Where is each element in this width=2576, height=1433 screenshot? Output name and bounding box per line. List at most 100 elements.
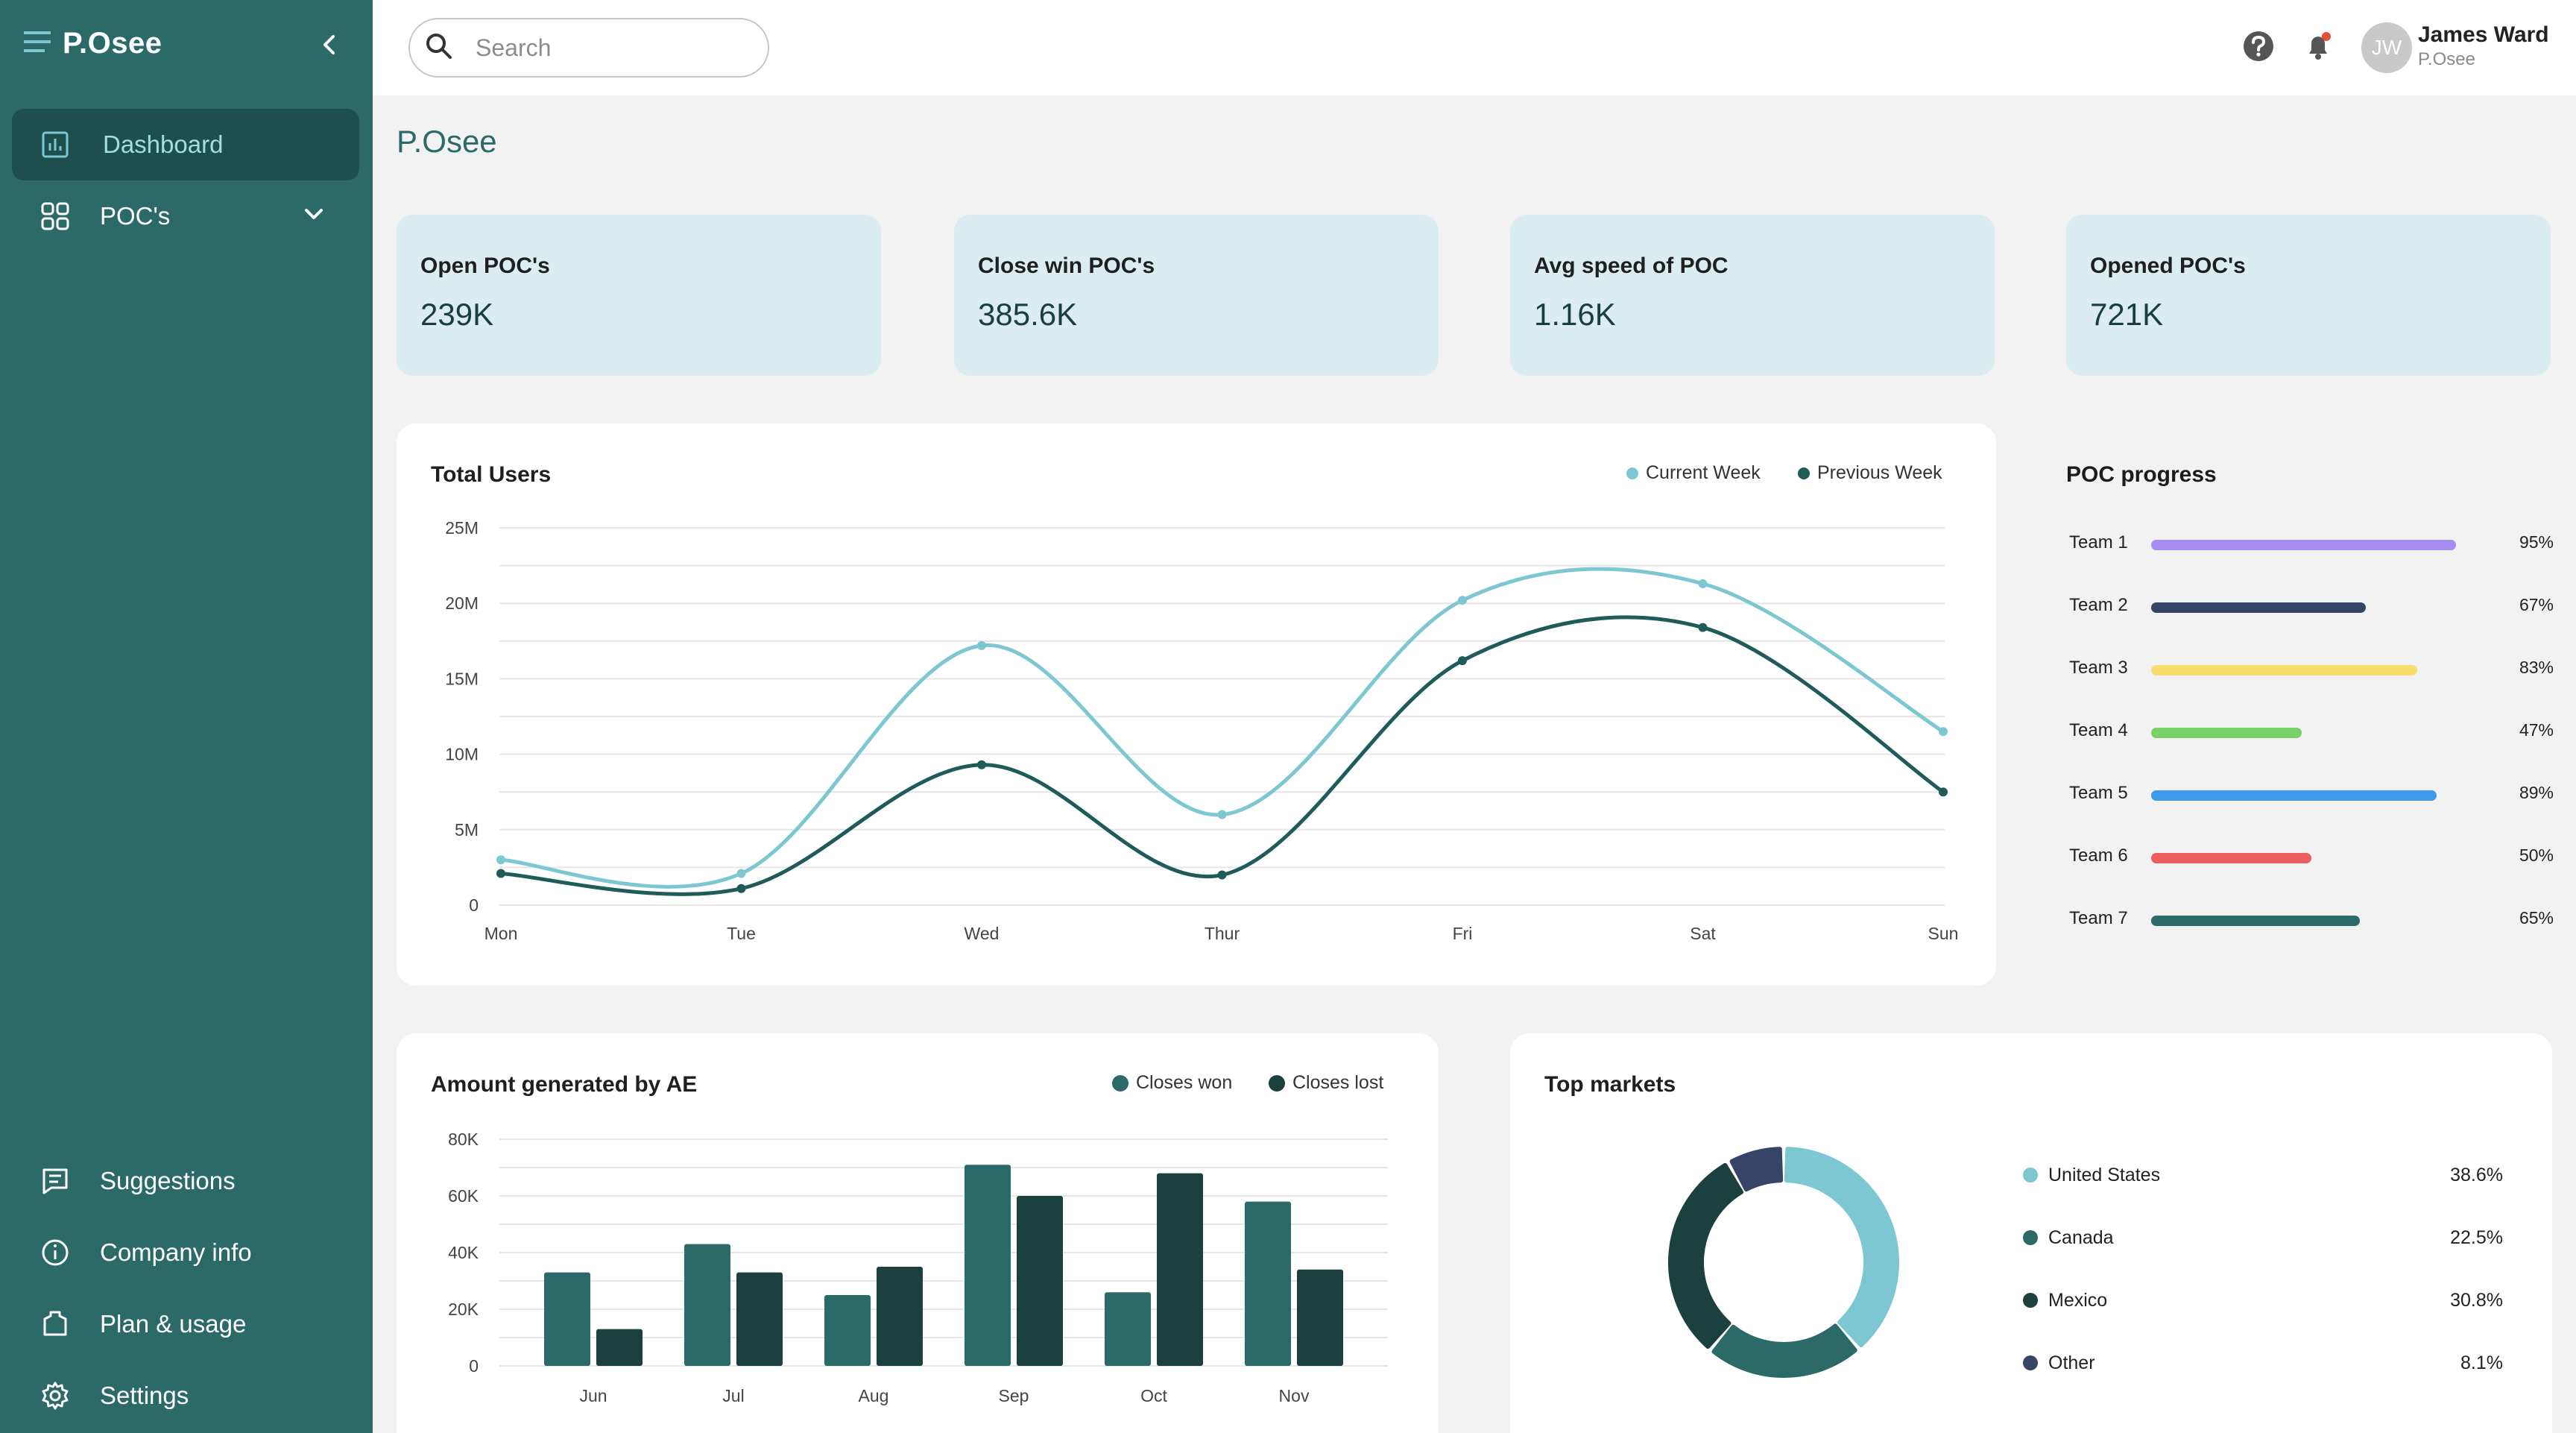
bar-closes-lost[interactable] <box>877 1267 923 1366</box>
page-title: P.Osee <box>397 124 497 159</box>
legend-dot <box>2023 1230 2038 1245</box>
data-point[interactable] <box>977 760 986 769</box>
nav-label: Settings <box>100 1382 189 1409</box>
nav-item-dashboard[interactable]: Dashboard <box>12 109 359 180</box>
legend-dot <box>1626 467 1638 479</box>
progress-track <box>2151 665 2472 675</box>
bar-closes-lost[interactable] <box>1017 1196 1063 1366</box>
x-tick-label: Sep <box>999 1386 1029 1405</box>
bar-closes-won[interactable] <box>1245 1201 1291 1366</box>
data-point[interactable] <box>736 869 746 878</box>
kpi-card-open-pocs: Open POC's 239K <box>397 215 881 376</box>
team-progress-row: Team 6 50% <box>2069 843 2554 872</box>
nav-item-settings[interactable]: Settings <box>12 1360 359 1432</box>
legend-current-week: Current Week <box>1626 462 1761 484</box>
collapse-sidebar-button[interactable] <box>313 30 346 63</box>
bar-closes-won[interactable] <box>965 1165 1011 1366</box>
bar-closes-won[interactable] <box>1105 1292 1151 1366</box>
x-tick-label: Jul <box>722 1386 744 1405</box>
series-line-previous-week <box>500 615 1945 896</box>
bar-closes-won[interactable] <box>544 1272 590 1366</box>
data-point[interactable] <box>1458 656 1467 666</box>
sidebar: P.Osee Dashboard POC's Suggestions Compa… <box>0 0 373 1433</box>
progress-bar <box>2151 853 2311 863</box>
market-legend-row: United States 38.6% <box>2023 1160 2503 1190</box>
menu-icon <box>22 27 52 60</box>
kpi-label: Open POC's <box>420 253 550 278</box>
bar-closes-lost[interactable] <box>1297 1269 1343 1366</box>
brand-name: P.Osee <box>63 27 162 60</box>
data-point[interactable] <box>1217 810 1227 819</box>
gear-icon <box>40 1381 70 1411</box>
progress-track <box>2151 728 2472 738</box>
data-point[interactable] <box>1939 727 1948 737</box>
y-tick-label: 0 <box>469 1356 479 1376</box>
y-tick-label: 5M <box>455 820 479 840</box>
data-point[interactable] <box>1939 787 1948 797</box>
data-point[interactable] <box>496 855 505 865</box>
donut-slice[interactable] <box>1711 1323 1857 1378</box>
total-users-chart: 0 5M 10M 15M 20M 25M Mon Tue Wed Thur Fri Sat Sun <box>445 518 1958 943</box>
nav-item-plan-usage[interactable]: Plan & usage <box>12 1288 359 1360</box>
y-tick-label: 60K <box>448 1186 479 1206</box>
market-name: Other <box>2048 1352 2095 1373</box>
donut-slice[interactable] <box>1784 1147 1899 1348</box>
bar-closes-lost[interactable] <box>1157 1173 1203 1366</box>
nav-item-suggestions[interactable]: Suggestions <box>12 1145 359 1217</box>
market-legend-row: Canada 22.5% <box>2023 1223 2503 1253</box>
x-tick-label: Fri <box>1453 924 1473 943</box>
nav-item-company-info[interactable]: Company info <box>12 1217 359 1288</box>
progress-track <box>2151 853 2472 863</box>
search-icon <box>425 32 453 64</box>
x-tick-label: Thur <box>1205 924 1240 943</box>
legend-label: Closes lost <box>1292 1072 1384 1093</box>
kpi-label: Close win POC's <box>978 253 1155 278</box>
notifications-button[interactable] <box>2300 30 2336 66</box>
market-name: Canada <box>2048 1227 2114 1248</box>
legend-dot <box>1112 1074 1128 1092</box>
team-label: Team 4 <box>2069 720 2128 740</box>
legend-label: Closes won <box>1136 1072 1233 1093</box>
x-tick-label: Tue <box>727 924 756 943</box>
market-legend-row: Other 8.1% <box>2023 1348 2503 1378</box>
help-button[interactable] <box>2241 30 2276 66</box>
kpi-card-opened-pocs: Opened POC's 721K <box>2066 215 2551 376</box>
bar-closes-won[interactable] <box>824 1295 871 1366</box>
top-markets-chart <box>1668 1147 1899 1378</box>
search-box[interactable] <box>408 18 769 78</box>
data-point[interactable] <box>1217 870 1227 880</box>
chevron-down-icon[interactable] <box>303 203 325 231</box>
x-tick-label: Wed <box>965 924 1000 943</box>
x-tick-label: Aug <box>859 1386 889 1405</box>
progress-bar <box>2151 728 2302 738</box>
data-point[interactable] <box>736 884 746 893</box>
team-progress-row: Team 4 47% <box>2069 717 2554 747</box>
progress-track <box>2151 602 2472 613</box>
legend-dot <box>2023 1168 2038 1182</box>
search-input[interactable] <box>476 34 744 62</box>
x-tick-label: Jun <box>579 1386 607 1405</box>
amount-generated-chart: 0 20K 40K 60K 80K Jun Jul Aug Sep Oct Nov <box>448 1130 1388 1405</box>
market-name: United States <box>2048 1165 2161 1185</box>
bar-closes-lost[interactable] <box>596 1329 643 1366</box>
data-point[interactable] <box>496 869 505 878</box>
data-point[interactable] <box>1698 579 1708 588</box>
progress-bar <box>2151 602 2367 613</box>
series-line-current-week <box>500 567 1945 889</box>
data-point[interactable] <box>977 640 986 650</box>
nav-item-pocs[interactable]: POC's <box>12 180 359 252</box>
progress-track <box>2151 916 2472 926</box>
avatar[interactable]: JW <box>2361 22 2412 73</box>
data-point[interactable] <box>1698 623 1708 632</box>
bar-closes-won[interactable] <box>684 1244 730 1366</box>
chart-title: Total Users <box>431 462 552 487</box>
chart-title: Top markets <box>1544 1072 1676 1097</box>
brand[interactable]: P.Osee <box>22 27 162 60</box>
kpi-card-avg-speed: Avg speed of POC 1.16K <box>1510 215 1995 376</box>
data-point[interactable] <box>1458 596 1467 605</box>
legend-dot <box>2023 1293 2038 1308</box>
user-name: James Ward <box>2418 22 2549 47</box>
donut-slice[interactable] <box>1668 1162 1744 1349</box>
donut-slice[interactable] <box>1729 1147 1784 1192</box>
bar-closes-lost[interactable] <box>736 1272 783 1366</box>
